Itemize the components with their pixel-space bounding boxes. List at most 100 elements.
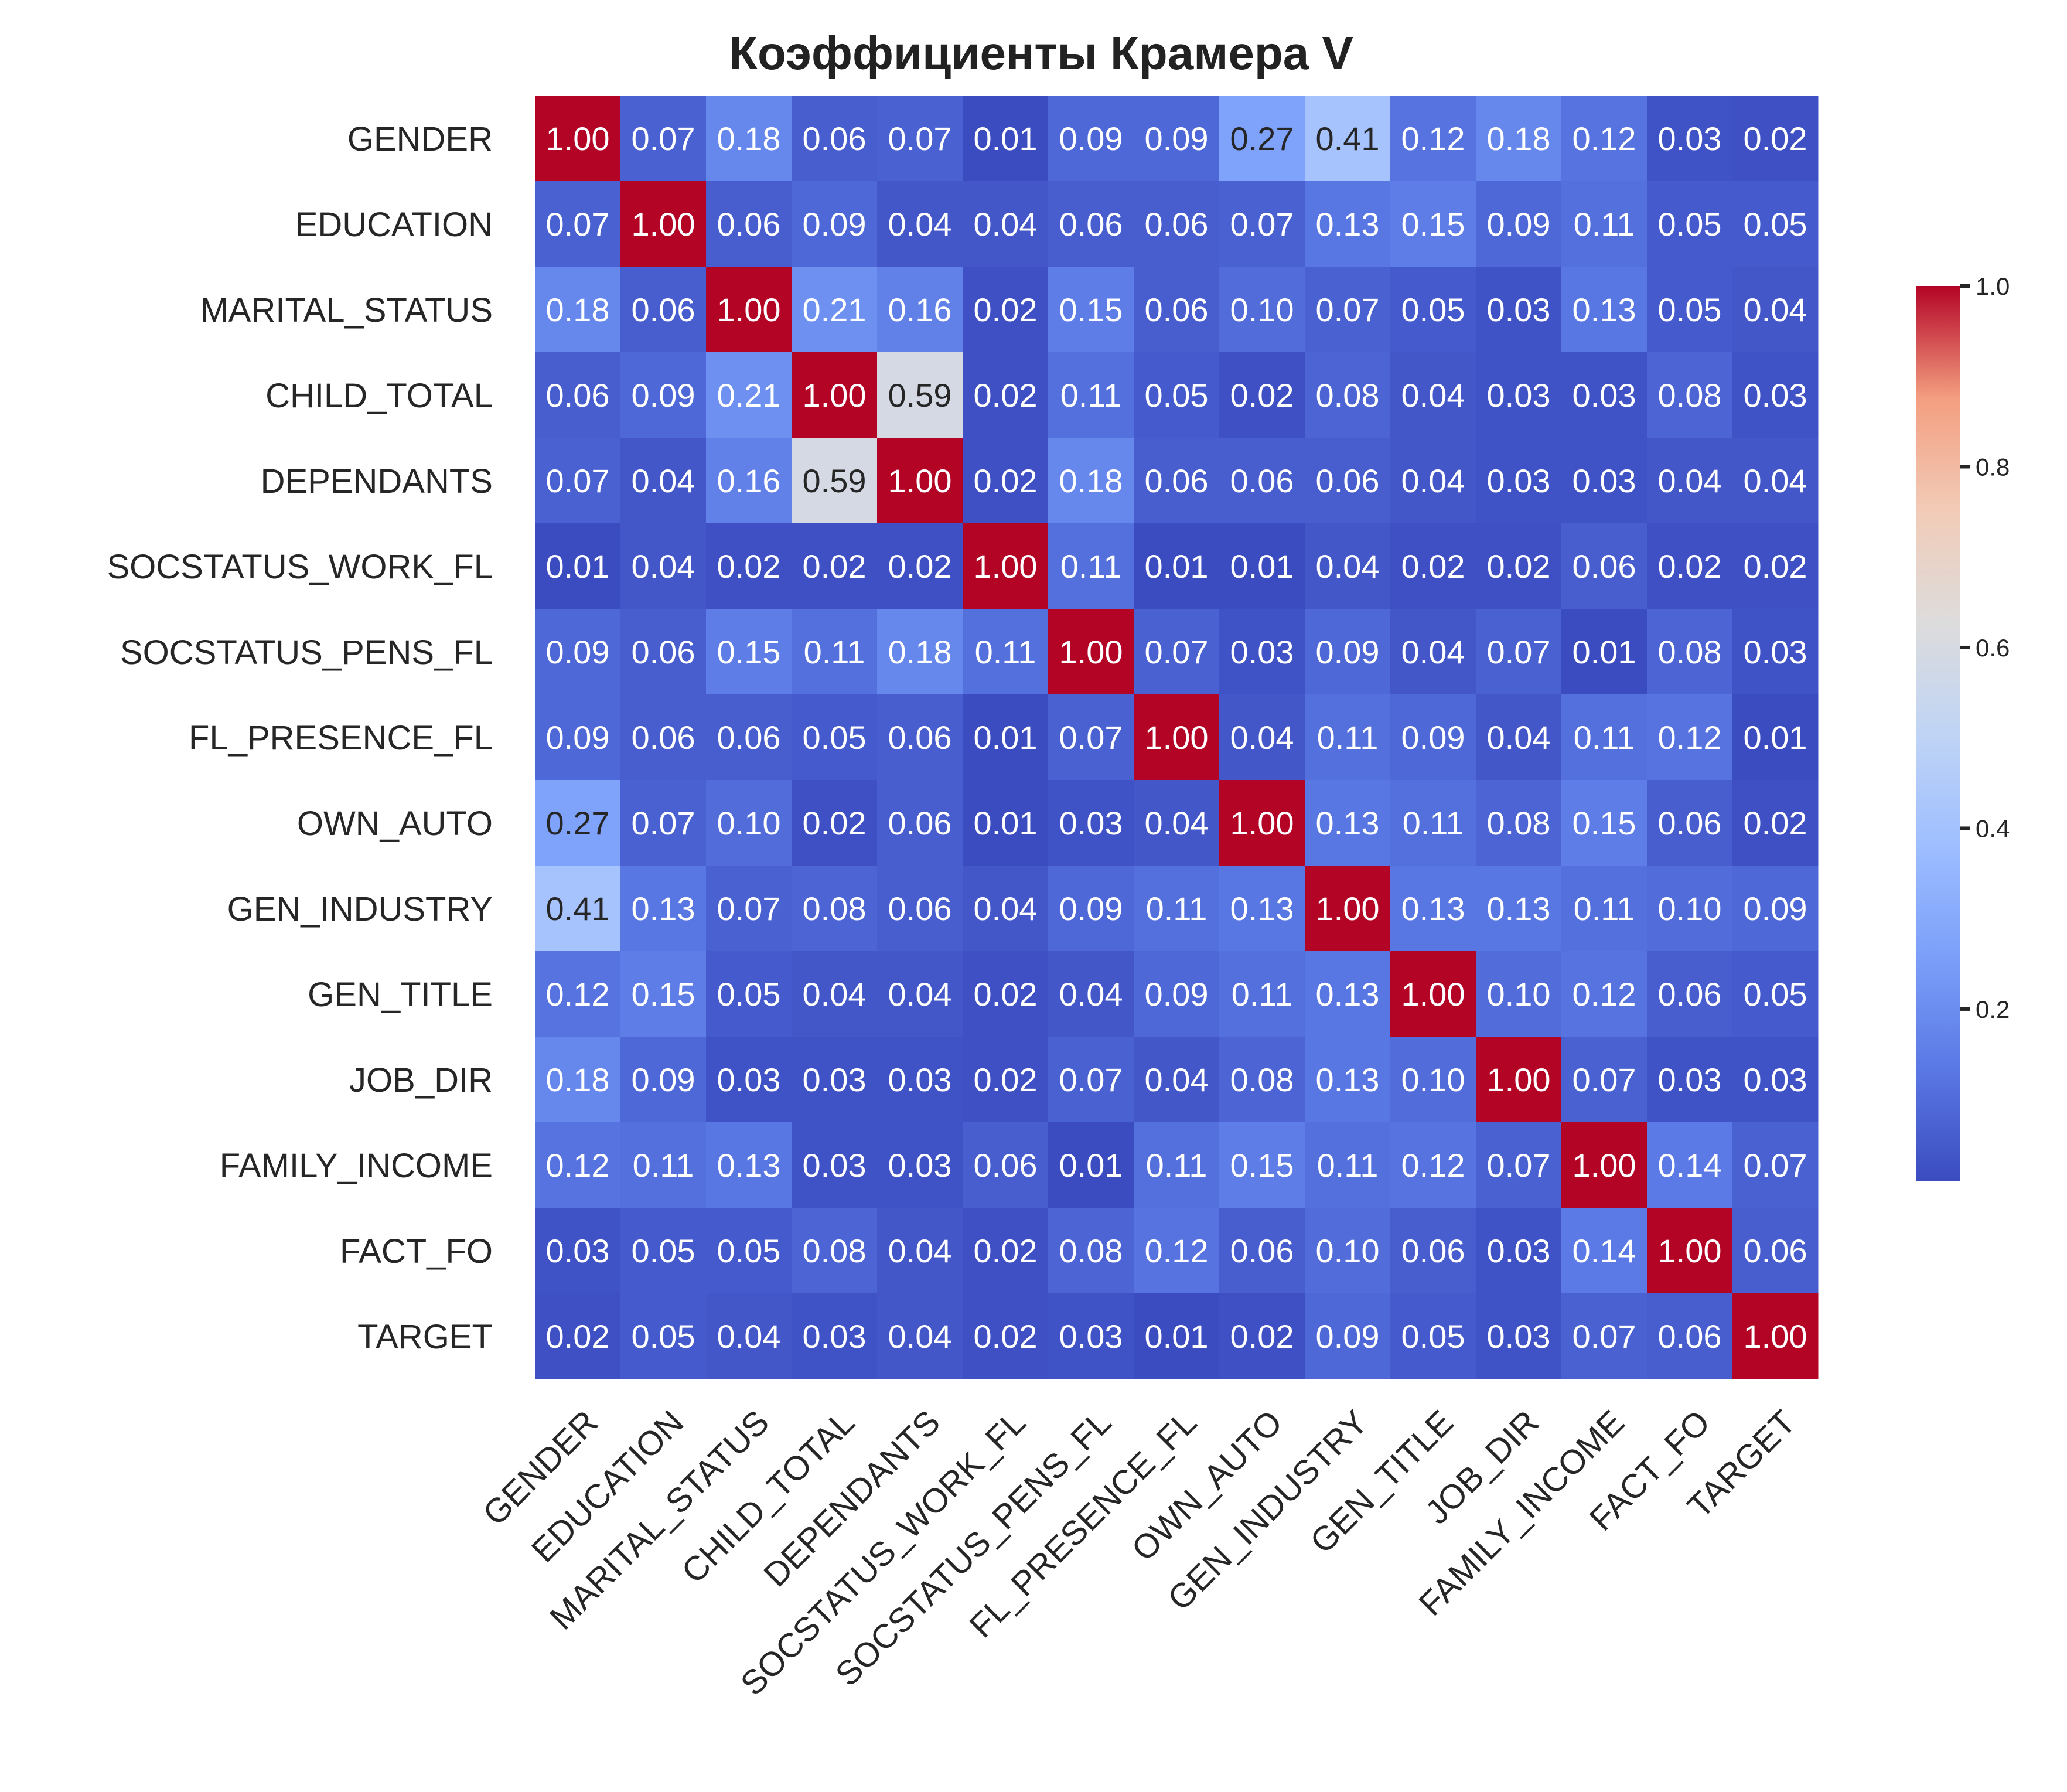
cell-value-label: 0.05 [803, 719, 867, 756]
cell-value-label: 0.03 [717, 1061, 781, 1098]
heatmap-cell [1390, 1037, 1476, 1123]
cell-value-label: 0.01 [1059, 1147, 1123, 1184]
heatmap-cell [620, 523, 707, 609]
cell-value-label: 0.09 [1487, 206, 1551, 243]
heatmap-cell [963, 267, 1049, 353]
heatmap-cell [1561, 1208, 1648, 1294]
heatmap-cell [1390, 609, 1476, 695]
cell-value-label: 0.09 [546, 633, 610, 670]
cell-value-label: 0.13 [717, 1147, 781, 1184]
cell-value-label: 0.03 [1658, 1061, 1722, 1098]
cell-value-label: 0.02 [974, 1232, 1038, 1269]
cell-value-label: 0.02 [974, 976, 1038, 1013]
heatmap-cell [1219, 1208, 1305, 1294]
cell-value-label: 0.07 [1573, 1061, 1636, 1098]
cell-value-label: 1.00 [803, 377, 867, 414]
cell-value-label: 0.03 [546, 1232, 610, 1269]
heatmap-cell [792, 1122, 878, 1208]
cell-value-label: 0.01 [1744, 719, 1807, 756]
cell-value-label: 0.11 [633, 1147, 694, 1184]
heatmap-cell [963, 1208, 1049, 1294]
heatmap-cell [1390, 694, 1476, 781]
cell-value-label: 0.04 [1401, 377, 1465, 414]
cell-value-label: 0.01 [974, 805, 1038, 842]
cell-value-label: 1.00 [1573, 1147, 1636, 1184]
cell-value-label: 1.00 [546, 120, 610, 157]
heatmap-cell [877, 780, 963, 866]
y-tick-label: SOCSTATUS_WORK_FL [107, 548, 493, 586]
heatmap-cell [706, 866, 792, 952]
heatmap-cell [877, 523, 963, 609]
cell-value-label: 0.01 [546, 548, 610, 585]
heatmap-cell [1647, 1037, 1733, 1123]
colorbar-gradient [1916, 286, 1960, 1181]
cell-value-label: 0.06 [803, 120, 867, 157]
cell-value-label: 0.06 [1145, 462, 1209, 499]
cell-value-label: 1.00 [1401, 976, 1465, 1013]
heatmap-cell [963, 352, 1049, 438]
heatmap-cell [963, 1037, 1049, 1123]
heatmap-cell [706, 267, 792, 353]
cell-value-label: 0.13 [1401, 890, 1465, 927]
cell-value-label: 0.59 [803, 462, 867, 499]
cell-value-label: 0.11 [1574, 890, 1635, 927]
cell-value-label: 0.02 [1487, 548, 1551, 585]
heatmap-cell [1476, 1208, 1562, 1294]
heatmap-cell [706, 1208, 792, 1294]
cell-value-label: 0.27 [1230, 120, 1294, 157]
heatmap-cell [1390, 267, 1476, 353]
heatmap-cell [1390, 866, 1476, 952]
cell-value-label: 0.03 [1487, 1318, 1551, 1355]
cell-value-label: 0.02 [974, 377, 1038, 414]
heatmap-cell [1476, 523, 1562, 609]
heatmap-cell [1134, 1122, 1220, 1208]
heatmap-cell [877, 694, 963, 781]
cell-value-label: 0.13 [1573, 291, 1636, 328]
cell-value-label: 0.04 [1744, 291, 1807, 328]
cell-value-label: 0.03 [1230, 633, 1294, 670]
heatmap-cell [1561, 1293, 1648, 1379]
cell-value-label: 0.04 [1145, 805, 1209, 842]
heatmap-cell [1561, 523, 1648, 609]
cell-value-label: 0.10 [1658, 890, 1722, 927]
heatmap-cell [535, 780, 621, 866]
cell-value-label: 0.03 [1744, 377, 1807, 414]
heatmap-cell [877, 609, 963, 695]
heatmap-cell [1048, 523, 1134, 609]
cell-value-label: 0.11 [1574, 719, 1635, 756]
cell-value-label: 0.06 [632, 291, 695, 328]
cell-value-label: 0.07 [1145, 633, 1209, 670]
heatmap-cell [706, 438, 792, 524]
cell-value-label: 0.07 [1059, 719, 1123, 756]
cell-value-label: 0.09 [1744, 890, 1807, 927]
cell-value-label: 0.04 [888, 206, 952, 243]
cell-value-label: 0.01 [1573, 633, 1636, 670]
y-tick-label: FACT_FO [340, 1232, 493, 1270]
colorbar-tick-label: 0.4 [1976, 815, 2010, 842]
heatmap-cell [1647, 1293, 1733, 1379]
cell-value-label: 0.11 [1146, 890, 1208, 927]
heatmap-cell [1732, 352, 1819, 438]
heatmap-cell [706, 96, 792, 182]
heatmap-cell [535, 96, 621, 182]
cell-value-label: 1.00 [1658, 1232, 1722, 1269]
heatmap-cell [1305, 438, 1391, 524]
cell-value-label: 0.16 [888, 291, 952, 328]
heatmap-cell [792, 951, 878, 1037]
heatmap-cell [1134, 866, 1220, 952]
cell-value-label: 0.15 [632, 976, 695, 1013]
cell-value-label: 0.03 [1658, 120, 1722, 157]
cell-value-label: 0.15 [1573, 805, 1636, 842]
heatmap-cell [1219, 438, 1305, 524]
cell-value-label: 0.04 [974, 890, 1038, 927]
heatmap-cell [1305, 694, 1391, 781]
heatmap-cell [1219, 780, 1305, 866]
cell-value-label: 0.07 [1316, 291, 1380, 328]
cell-value-label: 0.02 [1401, 548, 1465, 585]
heatmap-cell [620, 1037, 707, 1123]
heatmap-cell [1476, 438, 1562, 524]
cell-value-label: 0.18 [1487, 120, 1551, 157]
heatmap-cell [1048, 609, 1134, 695]
cell-value-label: 0.04 [632, 462, 695, 499]
heatmap-cell [1390, 181, 1476, 267]
